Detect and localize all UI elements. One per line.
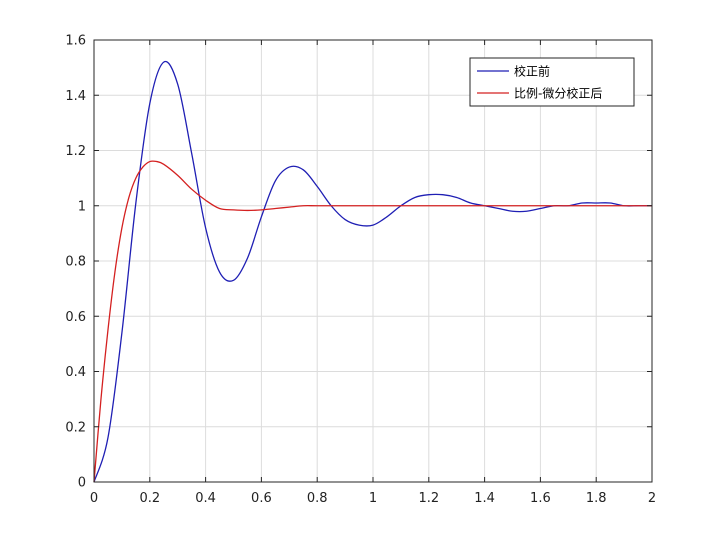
y-tick-label: 1.4 bbox=[65, 89, 86, 104]
ticks bbox=[93, 39, 653, 483]
y-tick-label: 1.2 bbox=[65, 144, 86, 159]
y-tick-label: 0.2 bbox=[65, 420, 86, 435]
y-tick-label: 0.6 bbox=[65, 310, 86, 325]
series-line-1 bbox=[93, 160, 652, 483]
legend: 校正前 比例-微分校正后 bbox=[469, 57, 635, 107]
y-tick-label: 0 bbox=[78, 476, 86, 491]
x-tick-label: 0.4 bbox=[195, 491, 216, 506]
x-tick-label: 0.6 bbox=[251, 491, 272, 506]
x-tick-label: 1.8 bbox=[586, 491, 607, 506]
x-tick-label: 1.6 bbox=[530, 491, 551, 506]
legend-box bbox=[469, 57, 635, 107]
x-tick-label: 1.4 bbox=[474, 491, 495, 506]
tick-labels: 0 0.2 0.4 0.6 0.8 1 1.2 1.4 1.6 1.8 2 0 0.2 0.4 0.6 0.8… bbox=[65, 34, 656, 507]
y-tick-label: 1 bbox=[78, 199, 86, 214]
legend-label-series-1: 比例-微分校正后 bbox=[514, 86, 602, 101]
y-tick-label: 1.6 bbox=[65, 34, 86, 49]
x-tick-label: 0.2 bbox=[139, 491, 160, 506]
x-tick-label: 2 bbox=[648, 491, 656, 506]
x-tick-label: 0 bbox=[90, 491, 98, 506]
y-tick-label: 0.4 bbox=[65, 365, 86, 380]
series-layer bbox=[93, 60, 652, 483]
y-tick-label: 0.8 bbox=[65, 255, 86, 270]
x-tick-label: 1 bbox=[369, 491, 377, 506]
x-tick-label: 1.2 bbox=[418, 491, 439, 506]
x-tick-label: 0.8 bbox=[307, 491, 328, 506]
legend-label-series-0: 校正前 bbox=[514, 64, 550, 79]
